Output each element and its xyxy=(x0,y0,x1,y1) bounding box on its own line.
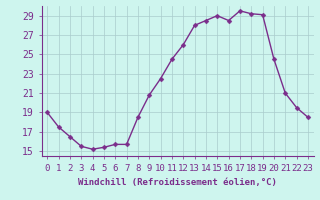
X-axis label: Windchill (Refroidissement éolien,°C): Windchill (Refroidissement éolien,°C) xyxy=(78,178,277,187)
